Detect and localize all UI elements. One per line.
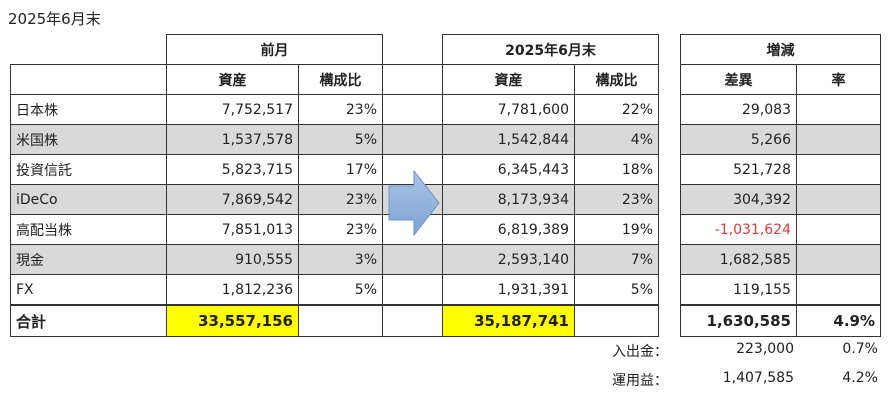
transfer-label: 入出金： — [612, 344, 668, 360]
diff-cell: 1,682,585 — [680, 244, 797, 275]
rate-header: 率 — [796, 64, 881, 95]
prev-assets-cell: 910,555 — [166, 244, 299, 275]
row-label: 投資信託 — [10, 154, 167, 185]
diff-cell-negative: -1,031,624 — [680, 214, 797, 245]
table-row: 投資信託 5,823,715 17% 6,345,443 18% 521,728 — [10, 154, 881, 185]
rate-cell — [796, 244, 881, 275]
curr-assets-cell: 1,931,391 — [442, 274, 575, 306]
prev-assets-header: 資産 — [166, 64, 299, 95]
curr-assets-cell: 6,345,443 — [442, 154, 575, 185]
curr-ratio-cell: 22% — [574, 94, 659, 125]
diff-header: 差異 — [680, 64, 797, 95]
diff-cell: 521,728 — [680, 154, 797, 185]
prev-assets-cell: 7,752,517 — [166, 94, 299, 125]
investment-gain-value: 1,407,585 — [722, 370, 794, 386]
table-row: 現金 910,555 3% 2,593,140 7% 1,682,585 — [10, 244, 881, 275]
prev-ratio-cell: 5% — [298, 124, 383, 155]
group-header-row: 前月 2025年6月末 増減 — [11, 34, 881, 65]
prev-assets-cell: 1,812,236 — [166, 274, 299, 306]
table-row: 日本株 7,752,517 23% 7,781,600 22% 29,083 — [10, 94, 881, 125]
curr-ratio-cell: 18% — [574, 154, 659, 185]
rate-cell — [796, 184, 881, 215]
change-header: 増減 — [680, 34, 881, 65]
prev-assets-cell: 7,869,542 — [166, 184, 299, 215]
prev-ratio-header: 構成比 — [298, 64, 383, 95]
total-diff: 1,630,585 — [680, 304, 797, 337]
curr-assets-cell: 1,542,844 — [442, 124, 575, 155]
transfer-value: 223,000 — [736, 341, 794, 357]
prev-assets-cell: 5,823,715 — [166, 154, 299, 185]
diff-cell: 29,083 — [680, 94, 797, 125]
curr-assets-header: 資産 — [442, 64, 575, 95]
prev-ratio-cell: 23% — [298, 214, 383, 245]
asset-table: 前月 2025年6月末 増減 資産 構成比 資産 構成比 差異 率 日本株 7,… — [10, 34, 881, 337]
table-row: 米国株 1,537,578 5% 1,542,844 4% 5,266 — [10, 124, 881, 155]
row-label: 現金 — [10, 244, 167, 275]
prev-ratio-cell: 23% — [298, 94, 383, 125]
row-label: iDeCo — [10, 184, 167, 215]
diff-cell: 304,392 — [680, 184, 797, 215]
right-arrow-icon — [388, 170, 440, 236]
total-row: 合計 33,557,156 35,187,741 1,630,585 4.9% — [10, 304, 881, 337]
curr-ratio-header: 構成比 — [574, 64, 659, 95]
row-label: 日本株 — [10, 94, 167, 125]
curr-ratio-cell: 5% — [574, 274, 659, 306]
rate-cell — [796, 214, 881, 245]
rate-cell — [796, 124, 881, 155]
row-label: FX — [10, 274, 167, 306]
diff-cell: 119,155 — [680, 274, 797, 306]
curr-assets-cell: 2,593,140 — [442, 244, 575, 275]
current-month-header: 2025年6月末 — [442, 34, 659, 65]
rate-cell — [796, 94, 881, 125]
total-label: 合計 — [10, 304, 167, 337]
curr-assets-cell: 7,781,600 — [442, 94, 575, 125]
prev-ratio-cell: 23% — [298, 184, 383, 215]
investment-gain-rate: 4.2% — [842, 370, 878, 386]
curr-ratio-cell: 23% — [574, 184, 659, 215]
rate-cell — [796, 274, 881, 306]
table-row: FX 1,812,236 5% 1,931,391 5% 119,155 — [10, 274, 881, 306]
table-row: iDeCo 7,869,542 23% 8,173,934 23% 304,39… — [10, 184, 881, 215]
total-prev-assets: 33,557,156 — [166, 304, 299, 337]
prev-ratio-cell: 17% — [298, 154, 383, 185]
row-label: 米国株 — [10, 124, 167, 155]
prev-ratio-cell: 3% — [298, 244, 383, 275]
curr-assets-cell: 6,819,389 — [442, 214, 575, 245]
total-rate: 4.9% — [796, 304, 881, 337]
prev-assets-cell: 1,537,578 — [166, 124, 299, 155]
sheet-title: 2025年6月末 — [8, 10, 101, 28]
rate-cell — [796, 154, 881, 185]
transfer-rate: 0.7% — [842, 341, 878, 357]
investment-gain-label: 運用益： — [612, 373, 668, 389]
prev-ratio-cell: 5% — [298, 274, 383, 306]
diff-cell: 5,266 — [680, 124, 797, 155]
column-header-row: 資産 構成比 資産 構成比 差異 率 — [10, 64, 881, 95]
total-curr-assets: 35,187,741 — [442, 304, 575, 337]
table-row: 高配当株 7,851,013 23% 6,819,389 19% -1,031,… — [10, 214, 881, 245]
row-label: 高配当株 — [10, 214, 167, 245]
curr-ratio-cell: 7% — [574, 244, 659, 275]
curr-ratio-cell: 4% — [574, 124, 659, 155]
prev-month-header: 前月 — [166, 34, 383, 65]
curr-ratio-cell: 19% — [574, 214, 659, 245]
prev-assets-cell: 7,851,013 — [166, 214, 299, 245]
curr-assets-cell: 8,173,934 — [442, 184, 575, 215]
